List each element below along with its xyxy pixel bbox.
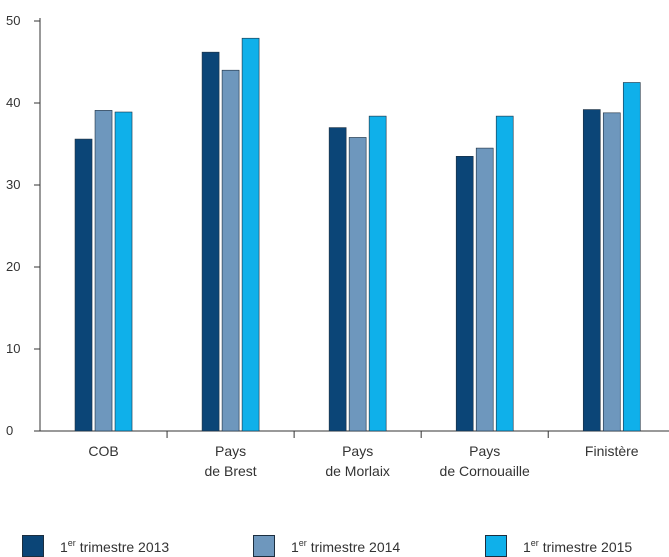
bar-2015 xyxy=(622,82,641,432)
y-tick-label: 30 xyxy=(6,177,20,192)
bar-2013 xyxy=(74,138,93,432)
x-tick-label: Finistère xyxy=(585,443,639,459)
x-tick-label: Pays xyxy=(342,443,373,459)
bar-2015 xyxy=(368,115,387,432)
bar-chart: 0 10 20 30 40 50 COB Pays de Brest Pays de Morlaix… xyxy=(6,13,669,479)
legend-swatch-2014 xyxy=(253,535,275,557)
x-tick-label: de Cornouaille xyxy=(440,463,530,479)
legend-label-2013: 1er trimestre 2013 xyxy=(60,538,170,555)
bar-2013 xyxy=(201,51,220,432)
bar-2014 xyxy=(221,69,240,432)
legend-swatch-2015 xyxy=(485,535,507,557)
bar-2013 xyxy=(328,127,347,432)
y-tick-label: 10 xyxy=(6,341,20,356)
x-tick-label: Pays xyxy=(215,443,246,459)
legend-swatch-2013 xyxy=(22,535,44,557)
y-tick-label: 50 xyxy=(6,13,20,28)
y-tick-label: 40 xyxy=(6,95,20,110)
x-tick-label: Pays xyxy=(469,443,500,459)
legend: 1er trimestre 2013 1er trimestre 2014 1e… xyxy=(0,525,669,557)
y-tick-label: 20 xyxy=(6,259,20,274)
bar-2014 xyxy=(348,137,367,432)
bar-2015 xyxy=(114,111,133,432)
bar-2015 xyxy=(495,115,514,432)
legend-label-2014: 1er trimestre 2014 xyxy=(291,538,401,555)
bar-2014 xyxy=(475,147,494,432)
x-tick-label: COB xyxy=(88,443,118,459)
y-tick-label: 0 xyxy=(6,423,13,438)
bar-2013 xyxy=(455,156,474,432)
bar-2014 xyxy=(94,110,113,432)
bar-2013 xyxy=(582,109,601,432)
x-tick-label: de Brest xyxy=(205,463,257,479)
legend-label-2015: 1er trimestre 2015 xyxy=(523,538,633,555)
bar-2015 xyxy=(241,37,260,432)
x-tick-label: de Morlaix xyxy=(325,463,390,479)
bar-2014 xyxy=(602,112,621,432)
